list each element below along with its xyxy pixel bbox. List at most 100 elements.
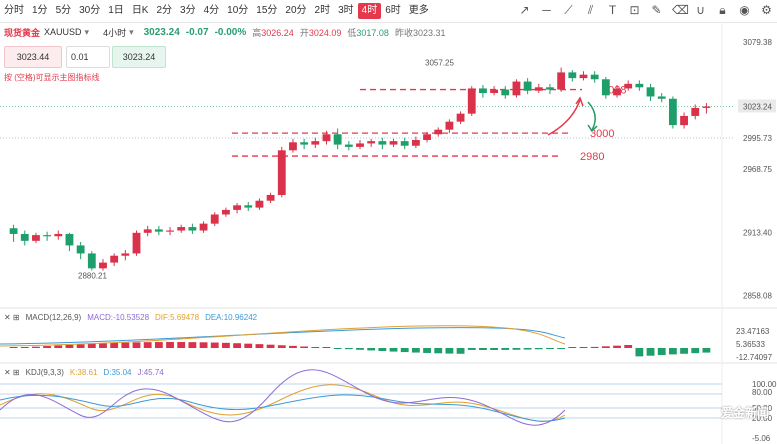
timeframe-15[interactable]: 6时 [385,5,401,16]
timeframe-12[interactable]: 2时 [314,5,331,16]
candle-body-46 [523,81,532,91]
timeframe-14[interactable]: 4时 [357,3,382,19]
macd-bar-0 [9,347,18,348]
symbol-code[interactable]: XAUUSD [44,27,82,37]
macd-bar-10 [121,342,130,348]
symbol-dropdown-icon[interactable]: ▾ [84,26,90,37]
timeframe-6[interactable]: 2分 [156,5,173,16]
candle-body-14 [166,230,174,232]
macd-bar-61 [691,348,700,354]
candle-body-38 [434,129,443,135]
candle-body-18 [210,214,219,224]
candle-body-25 [289,142,297,151]
yaxis-label-3: 2968.75 [743,165,772,174]
indicator-hint: 按 (空格)可显示主图指标线 [4,73,100,82]
timeframe-0[interactable]: 分时 [4,5,24,16]
candle-body-37 [423,134,431,140]
quantity-input[interactable]: 0.01 [66,46,110,68]
macd-bar-5 [65,344,74,348]
macd-bar-27 [311,347,320,348]
macd-settings-icon[interactable]: ✕ ⊞ [4,313,20,322]
kdj-settings-icon[interactable]: ✕ ⊞ [4,368,20,377]
macd-bar-13 [154,342,163,348]
candle-body-61 [691,107,700,116]
horizontal-line-icon[interactable]: ─ [542,3,551,17]
macd-bar-2 [32,346,40,348]
kdj-yaxis-3: 20.00 [752,414,773,423]
macd-bar-42 [479,348,487,350]
timeframe-13[interactable]: 3时 [338,5,354,16]
macd-bar-8 [99,343,107,348]
candle-body-19 [221,209,230,215]
measure-icon[interactable]: ⊡ [629,3,640,17]
timeframe-11[interactable]: 20分 [285,5,307,16]
macd-bar-56 [635,348,644,357]
buy-button[interactable]: 3023.24 [112,46,166,68]
timeframe-7[interactable]: 3分 [180,5,196,16]
macd-bar-24 [277,345,286,348]
timeframe-9[interactable]: 10分 [227,5,249,16]
candle-body-35 [400,141,409,146]
candle-body-23 [266,195,275,201]
dif-line [0,325,566,347]
candle-body-56 [635,83,644,88]
candle-body-17 [199,223,208,231]
sell-button[interactable]: 3023.44 [4,46,62,68]
timeframe-16[interactable]: 更多 [408,5,429,16]
candle-body-59 [668,98,677,126]
candle-body-44 [501,89,510,96]
timeframe-1[interactable]: 1分 [32,5,48,16]
lock-icon[interactable]: 🔒︎ [719,3,726,17]
macd-label: MACD(12,26,9) [25,313,82,322]
macd-bar-53 [601,346,610,348]
dea-value: DEA:10.96242 [205,313,258,322]
candle-body-50 [568,72,577,79]
period-select[interactable]: 4小时 [103,27,127,38]
candle-body-11 [132,232,141,254]
price-change-pct: -0.00% [214,26,247,38]
timeframe-10[interactable]: 15分 [256,5,278,16]
candle-body-49 [557,72,566,90]
candle-body-52 [590,74,599,80]
parallel-icon[interactable]: ⫽ [587,3,594,17]
yaxis-label-5: 2858.08 [743,292,772,301]
yaxis-label-1: 3023.24 [743,102,772,111]
candle-body-57 [646,87,655,97]
up-arrow-head [575,96,584,107]
eraser-icon[interactable]: ⌫ [672,3,689,17]
d-line [0,394,566,422]
macd-bar-49 [557,348,566,349]
macd-bar-1 [20,347,29,348]
eye-icon[interactable]: ◉ [739,3,750,17]
timeframe-4[interactable]: 1日 [108,5,124,16]
brush-icon[interactable]: ✎ [651,3,662,17]
symbol-cn[interactable]: 现货黄金 [4,27,41,38]
candle-body-36 [411,140,420,146]
kdj-label: KDJ(9,3,3) [25,368,64,377]
settings-icon[interactable]: ⚙ [761,3,772,17]
trend-line-icon[interactable]: ↗ [519,3,530,17]
timeframe-3[interactable]: 30分 [79,5,101,16]
yaxis-label-0: 3079.38 [743,38,772,47]
macd-bar-58 [657,348,666,356]
macd-bar-14 [166,342,174,348]
text-icon[interactable]: T [608,3,617,17]
macd-bar-62 [702,348,711,353]
period-dropdown-icon[interactable]: ▾ [129,26,134,37]
candle-body-7 [87,253,96,269]
candle-body-39 [445,121,454,130]
up-arrow-curve [547,99,581,136]
candle-body-15 [177,227,186,231]
timeframe-5[interactable]: 日K [131,5,149,16]
candle-body-12 [143,229,152,233]
ray-icon[interactable]: ⟋ [564,3,573,17]
macd-bar-21 [244,343,253,348]
candle-body-10 [121,253,130,256]
macd-bar-60 [680,348,688,354]
candle-body-24 [277,150,286,195]
macd-bar-11 [132,342,141,348]
timeframe-8[interactable]: 4分 [203,5,220,16]
timeframe-2[interactable]: 5分 [55,5,72,16]
magnet-icon[interactable]: ∪ [696,3,705,17]
